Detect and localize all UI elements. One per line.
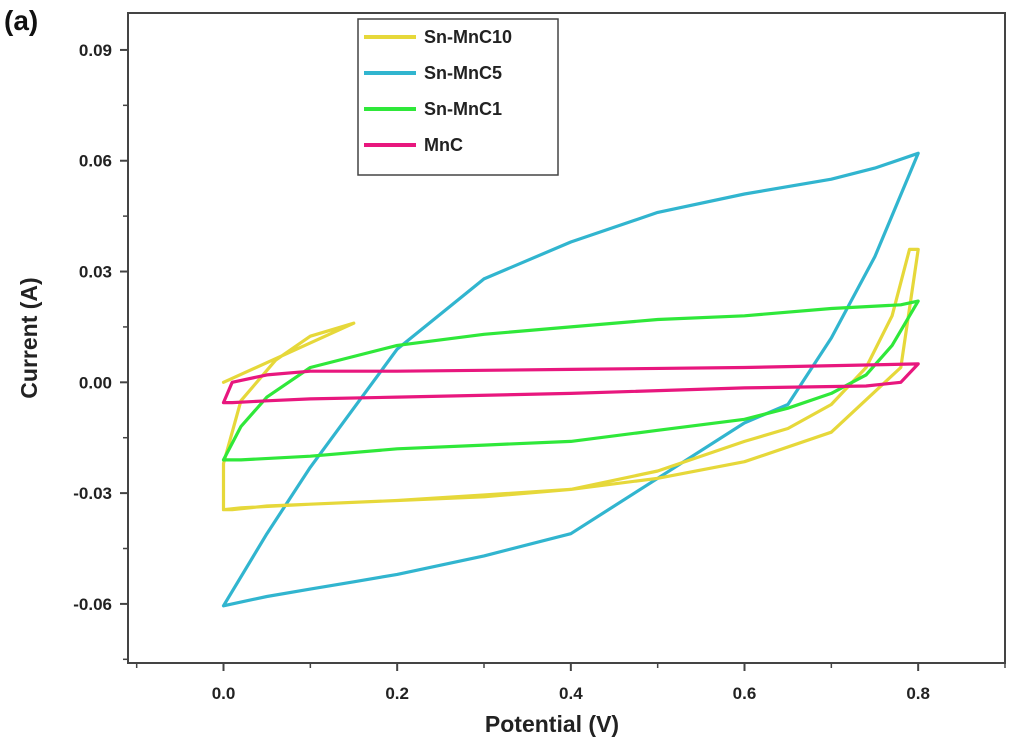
plot-area xyxy=(127,12,1006,664)
plot-frame xyxy=(127,12,1006,664)
y-tick-label: 0.00 xyxy=(79,373,112,392)
x-tick-label: 0.6 xyxy=(733,684,757,703)
x-tick-label: 0.8 xyxy=(906,684,930,703)
panel-label: (a) xyxy=(4,5,38,36)
series-line-mnc xyxy=(221,362,920,405)
series-line-sn-mnc5 xyxy=(221,151,920,608)
y-tick-label: -0.06 xyxy=(73,595,112,614)
y-tick-label: 0.03 xyxy=(79,263,112,282)
y-tick-label: 0.09 xyxy=(79,41,112,60)
y-axis-title: Current (A) xyxy=(16,277,42,398)
legend: Sn-MnC10 Sn-MnC5 Sn-MnC1 MnC xyxy=(357,18,559,176)
x-tick-label: 0.0 xyxy=(212,684,236,703)
y-tick-label: 0.06 xyxy=(79,152,112,171)
x-axis: 0.0 0.2 0.4 0.6 0.8 xyxy=(135,663,1006,703)
x-tick-label: 0.4 xyxy=(559,684,583,703)
legend-label: Sn-MnC1 xyxy=(424,99,502,119)
x-tick-label: 0.2 xyxy=(385,684,409,703)
legend-label: Sn-MnC5 xyxy=(424,63,502,83)
y-axis: 0.09 0.06 0.03 0.00 -0.03 -0.06 xyxy=(73,41,128,661)
series-layer xyxy=(221,151,920,608)
legend-label: MnC xyxy=(424,135,463,155)
legend-frame xyxy=(357,18,559,176)
y-tick-label: -0.03 xyxy=(73,484,112,503)
series-line-sn-mnc10 xyxy=(221,247,920,512)
series-line-sn-mnc1 xyxy=(221,299,920,462)
x-axis-title: Potential (V) xyxy=(485,711,619,737)
legend-label: Sn-MnC10 xyxy=(424,27,512,47)
